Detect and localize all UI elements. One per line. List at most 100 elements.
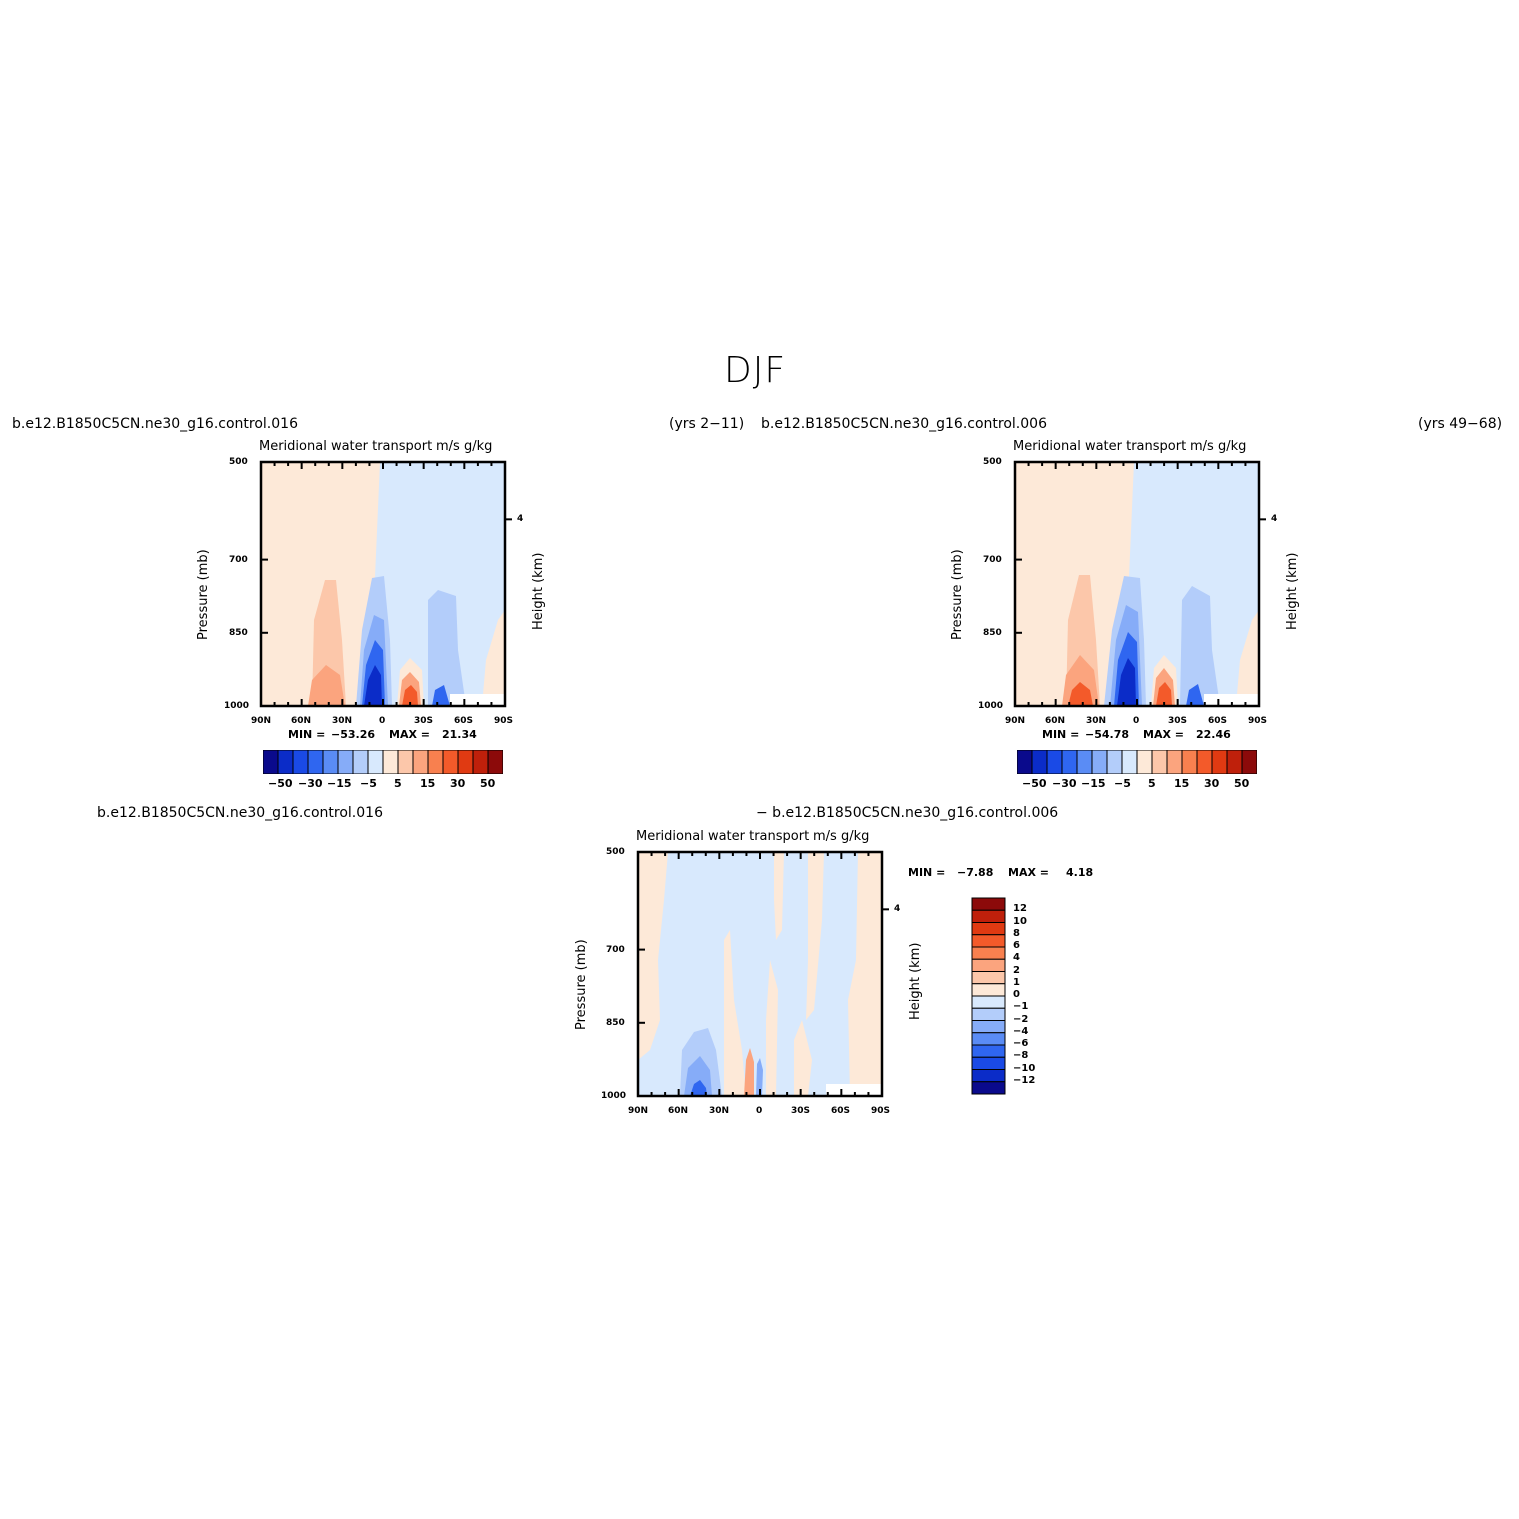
panel-1-cbar-label-4: −5 (360, 777, 377, 790)
panel-1-xtick-90s: 90S (494, 716, 514, 726)
panel-2-xtick-90n: 90N (1005, 716, 1026, 726)
panel-2-ytick-500: 500 (983, 457, 1002, 467)
panel-1-max-value: 21.34 (442, 728, 477, 741)
panel-1-field-positive-north (261, 462, 380, 706)
panel-3-colorbar-swatch (971, 909, 1006, 923)
panel-1-colorbar-swatch (487, 750, 503, 774)
panel-2-ytick-700: 700 (983, 555, 1002, 565)
panel-2-ticks (1014, 461, 1266, 707)
panel-2-max-value: 22.46 (1196, 728, 1231, 741)
panel-3-ticks (637, 851, 889, 1097)
panel-1-ytick-1000: 1000 (224, 701, 250, 711)
panel-1-ytick-850: 850 (229, 628, 248, 638)
panel-2-xtick-60n: 60N (1045, 716, 1066, 726)
panel-2-min-value: −54.78 (1085, 728, 1130, 741)
panel-3-cbar-label: −6 (1013, 1038, 1029, 1049)
panel-2-field-positive-north (1015, 462, 1134, 706)
panel-2-contour-neg-5 (1180, 586, 1220, 706)
panel-1-cbar-label-6: 15 (420, 777, 436, 790)
panel-1-y2tick-4: 4 (517, 514, 524, 524)
panel-2-xtick-90s: 90S (1248, 716, 1268, 726)
panel-3-xtick-0: 0 (756, 1106, 763, 1116)
panel-3-cbar-label: 2 (1013, 964, 1020, 976)
left-case-label: b.e12.B1850C5CN.ne30_g16.control.016 (12, 416, 298, 432)
panel-3-cbar-label: −1 (1013, 1001, 1029, 1013)
panel-3-colorbar-swatch (971, 1032, 1006, 1046)
panel-1-cbar-label-1: −50 (268, 777, 293, 790)
panel-1-colorbar (263, 750, 503, 774)
panel-3-negative-contour-2 (684, 1056, 712, 1096)
panel-3-colorbar-swatch (971, 897, 1006, 911)
panel-3-ytick-700: 700 (606, 945, 625, 955)
panel-3-xtick-90s: 90S (871, 1106, 891, 1116)
panel-3-ytick-850: 850 (606, 1018, 625, 1028)
panel-1-cbar-label-5: 5 (394, 777, 402, 790)
panel-1-min-value: −53.26 (331, 728, 376, 741)
panel-2-cbar-label-1: −50 (1022, 777, 1047, 790)
panel-1-contour-pos-2 (308, 665, 345, 706)
panel-3-colorbar-swatch (971, 1007, 1006, 1021)
panel-2-field-positive-south (1236, 610, 1259, 706)
panel-3-cbar-label: 10 (1013, 915, 1027, 927)
panel-3-colorbar-swatch (971, 995, 1006, 1009)
panel-3-colorbar-swatch (971, 983, 1006, 997)
panel-3-positive-band-4 (806, 852, 824, 1020)
panel-3-max-value: 4.18 (1066, 866, 1094, 879)
panel-2-cbar-label-3: −15 (1081, 777, 1106, 790)
panel-3-y2tick-4: 4 (894, 904, 901, 914)
panel-3-cbar-label: −4 (1013, 1025, 1029, 1037)
panel-1-cbar-label-3: −15 (327, 777, 352, 790)
panel-2-contour-pos-6 (1156, 682, 1172, 706)
panel-2-contour-neg-4 (1117, 658, 1136, 706)
panel-1-ytick-700: 700 (229, 555, 248, 565)
panel-3-cbar-label: −8 (1013, 1050, 1029, 1062)
panel-3-ytick-1000: 1000 (601, 1091, 627, 1101)
panel-1-contour-neg-6 (432, 685, 450, 706)
panel-1-cbar-label-2: −30 (298, 777, 323, 790)
panel-1-title: Meridional water transport (259, 439, 433, 454)
panel-2-ytick-1000: 1000 (978, 701, 1004, 711)
panel-3-cbar-label: 6 (1013, 940, 1020, 951)
panel-2-ytick-850: 850 (983, 628, 1002, 638)
panel-2-cbar-label-6: 15 (1174, 777, 1190, 790)
panel-3-field-base (638, 852, 882, 1096)
panel-3-xtick-30s: 30S (791, 1106, 811, 1116)
panel-3-colorbar-swatch (971, 1044, 1006, 1058)
panel-1-cbar-label-8: 50 (480, 777, 496, 790)
panel-3-colorbar-swatch (971, 934, 1006, 948)
panel-2-colorbar-swatch (1241, 750, 1257, 774)
diff-case-b-label: − b.e12.B1850C5CN.ne30_g16.control.006 (756, 805, 1059, 821)
panel-3-colorbar-swatch (971, 1069, 1006, 1083)
panel-1-units: m/s g/kg (436, 439, 493, 454)
panel-3-positive-band-3 (774, 852, 784, 940)
panel-3-max-label: MAX = (1008, 866, 1049, 879)
panel-2-max-label: MAX = (1143, 728, 1184, 741)
panel-2-cbar-label-5: 5 (1148, 777, 1156, 790)
panel-1-xtick-30n: 30N (332, 716, 353, 726)
panel-1-xtick-30s: 30S (414, 716, 434, 726)
panel-3-xtick-30n: 30N (709, 1106, 730, 1116)
panel-3-units: m/s g/kg (813, 829, 870, 844)
panel-2-y2tick-4: 4 (1271, 514, 1278, 524)
panel-2-contour-neg-6 (1186, 684, 1204, 706)
panel-3-min-label: MIN = (908, 866, 946, 879)
left-years-label: (yrs 2−11) (669, 416, 745, 432)
panel-2-cbar-label-8: 50 (1234, 777, 1250, 790)
panel-1-min-label: MIN = (288, 728, 326, 741)
panel-1-contour-neg-5 (428, 590, 466, 706)
right-years-label: (yrs 49−68) (1418, 416, 1503, 432)
panel-3-positive-equator-band (724, 930, 746, 1096)
panel-3-positive-south-band (848, 852, 882, 1096)
panel-1-max-label: MAX = (389, 728, 430, 741)
panel-1-xtick-0: 0 (379, 716, 386, 726)
panel-1-ytick-500: 500 (229, 457, 248, 467)
panel-3-negative-contour-4 (756, 1058, 763, 1096)
panel-3-colorbar-swatch (971, 922, 1006, 936)
panel-3-colorbar (971, 897, 1006, 1095)
panel-2-cbar-label-2: −30 (1052, 777, 1077, 790)
panel-2-xtick-60s: 60S (1208, 716, 1228, 726)
figure-title: DJF (724, 350, 787, 391)
diff-case-a-label: b.e12.B1850C5CN.ne30_g16.control.016 (97, 805, 383, 821)
